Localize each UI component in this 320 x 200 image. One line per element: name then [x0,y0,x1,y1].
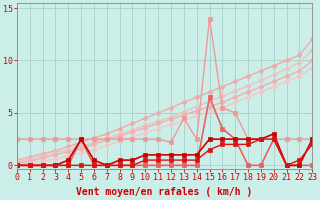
X-axis label: Vent moyen/en rafales ( km/h ): Vent moyen/en rafales ( km/h ) [76,187,253,197]
